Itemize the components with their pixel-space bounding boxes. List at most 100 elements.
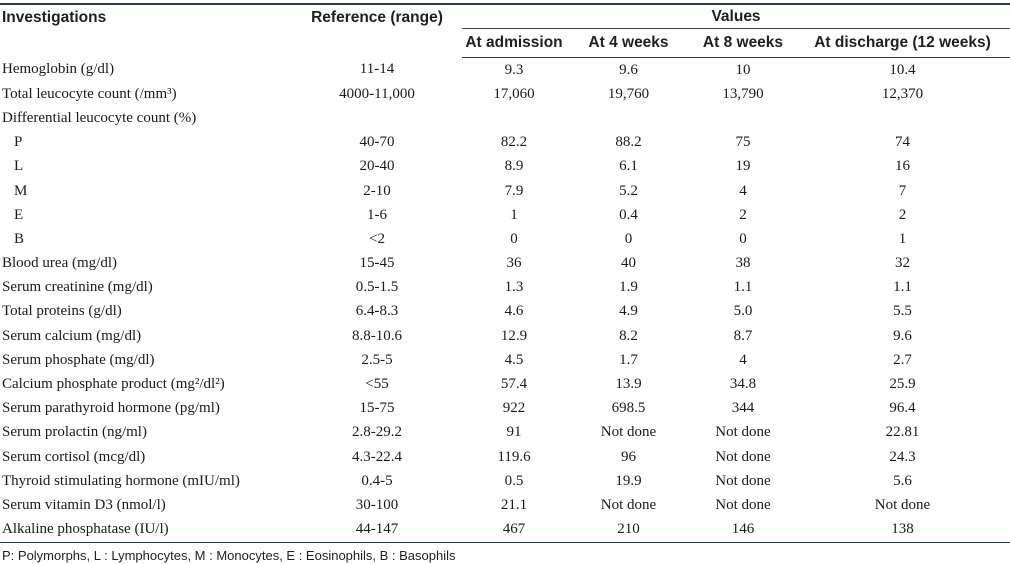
value-discharge: 2.7 — [893, 351, 912, 368]
col-header-admission: At admission — [462, 28, 566, 58]
table-row: L 20-40 8.9 6.1 19 16 — [0, 155, 1010, 179]
table-row: Total proteins (g/dl) 6.4-8.3 4.6 4.9 5.0 5.5 — [0, 300, 1010, 324]
header-row-2: At admission At 4 weeks At 8 weeks At di… — [0, 28, 1010, 58]
investigation-name: Blood urea (mg/dl) — [2, 255, 117, 272]
value-8-weeks: 0 — [739, 230, 747, 247]
abbreviation-footnote: P: Polymorphs, L : Lymphocytes, M : Mono… — [2, 548, 456, 563]
value-4-weeks: Not done — [600, 496, 657, 513]
table-top-rule — [0, 3, 1010, 5]
investigation-name: P — [14, 134, 23, 151]
table-row: Calcium phosphate product (mg²/dl²) <55 57… — [0, 372, 1010, 396]
value-4-weeks: 5.2 — [619, 182, 638, 199]
value-8-weeks: 4 — [739, 351, 747, 368]
reference-header: Reference (range) — [311, 9, 443, 26]
value-4-weeks: 698.5 — [611, 400, 646, 417]
value-8-weeks: 8.7 — [733, 327, 753, 344]
investigation-name: Thyroid stimulating hormone (mIU/ml) — [2, 472, 240, 489]
value-discharge: 5.5 — [893, 303, 912, 320]
investigation-name: Alkaline phosphatase (IU/l) — [0, 517, 292, 543]
reference-range: 4.3-22.4 — [352, 448, 402, 465]
reference-range: 8.8-10.6 — [352, 327, 402, 344]
value-4-weeks: 210 — [566, 517, 691, 543]
reference-range: <2 — [369, 230, 385, 247]
value-8-weeks: 146 — [691, 517, 795, 543]
lab-investigations-table: Investigations Reference (range) Values … — [0, 6, 1010, 543]
table-row: Serum creatinine (mg/dl) 0.5-1.5 1.3 1.9 1.1… — [0, 276, 1010, 300]
value-discharge: 2 — [898, 206, 907, 223]
investigation-name: Serum prolactin (ng/ml) — [2, 424, 147, 441]
table-row: Differential leucocyte count (%) — [0, 106, 1010, 130]
value-discharge: 1.1 — [893, 279, 912, 296]
value-admission: 36 — [506, 255, 522, 272]
value-8-weeks: 13,790 — [722, 85, 764, 102]
value-admission: 17,060 — [493, 85, 535, 102]
value-admission: 0.5 — [504, 472, 524, 489]
reference-range: 4000-11,000 — [339, 85, 415, 102]
value-4-weeks: 4.9 — [619, 303, 638, 320]
value-admission: 1.3 — [504, 279, 524, 296]
investigation-name: Total proteins (g/dl) — [2, 303, 122, 320]
value-4-weeks: 6.1 — [619, 158, 638, 175]
value-admission: 9.3 — [504, 61, 524, 78]
table-row: Serum prolactin (ng/ml) 2.8-29.2 91 Not don… — [0, 421, 1010, 445]
value-discharge: Not done — [874, 496, 931, 513]
reference-range: 30-100 — [355, 496, 399, 513]
value-4-weeks: 19.9 — [615, 472, 642, 489]
value-8-weeks: 344 — [731, 400, 755, 417]
table-row: M 2-10 7.9 5.2 4 7 — [0, 179, 1010, 203]
value-discharge: 25.9 — [889, 376, 916, 393]
value-8-weeks: 38 — [735, 255, 751, 272]
value-8-weeks: 34.8 — [729, 376, 757, 393]
value-admission: 119.6 — [497, 448, 531, 465]
value-admission: 12.9 — [500, 327, 528, 344]
value-8-weeks: 75 — [735, 134, 751, 151]
value-discharge: 74 — [895, 134, 910, 151]
value-4-weeks: 40 — [621, 255, 636, 272]
reference-range: 20-40 — [359, 158, 395, 175]
reference-range: 2-10 — [363, 182, 391, 199]
value-admission: 82.2 — [500, 134, 528, 151]
value-admission: 922 — [502, 400, 526, 417]
reference-range — [292, 106, 462, 130]
value-discharge: 138 — [795, 517, 1010, 543]
table-row: Blood urea (mg/dl) 15-45 36 40 38 32 — [0, 252, 1010, 276]
value-8-weeks: Not done — [715, 448, 771, 465]
value-4-weeks: 1.7 — [619, 351, 638, 368]
reference-range: 40-70 — [359, 134, 395, 151]
value-admission: 0 — [510, 230, 518, 247]
investigation-name: Calcium phosphate product (mg²/dl²) — [2, 376, 225, 393]
investigation-name: E — [14, 206, 24, 223]
value-admission: 7.9 — [504, 182, 524, 199]
value-discharge: 9.6 — [893, 327, 912, 344]
value-admission: 57.4 — [500, 376, 528, 393]
table-row: E 1-6 1 0.4 2 2 — [0, 203, 1010, 227]
reference-range: 6.4-8.3 — [355, 303, 399, 320]
reference-range: <55 — [365, 376, 389, 393]
value-discharge: 32 — [895, 255, 910, 272]
reference-range: 2.8-29.2 — [352, 424, 402, 441]
investigation-name: Serum creatinine (mg/dl) — [2, 279, 153, 296]
value-4-weeks: 13.9 — [615, 376, 642, 393]
value-4-weeks: 1.9 — [619, 279, 638, 296]
investigations-header: Investigations — [2, 9, 107, 26]
investigation-name: M — [14, 182, 28, 199]
reference-range: 2.5-5 — [361, 351, 393, 368]
value-discharge: 10.4 — [889, 61, 916, 78]
value-8-weeks: 19 — [735, 158, 751, 175]
value-discharge: 24.3 — [889, 448, 916, 465]
value-admission: 8.9 — [504, 158, 524, 175]
table-row: Hemoglobin (g/dl) 11-14 9.3 9.6 10 10.4 — [0, 58, 1010, 83]
table-row: Total leucocyte count (/mm³) 4000-11,000 1… — [0, 82, 1010, 106]
header-row-1: Investigations Reference (range) Values — [0, 6, 1010, 29]
value-admission: 21.1 — [500, 496, 528, 513]
value-4-weeks: 9.6 — [619, 61, 638, 78]
value-8-weeks — [691, 106, 795, 130]
investigation-name: Serum vitamin D3 (nmol/l) — [2, 496, 166, 513]
value-4-weeks: 96 — [621, 448, 636, 465]
value-admission: 1 — [510, 206, 518, 223]
value-4-weeks: 0 — [624, 230, 633, 247]
table-row: P 40-70 82.2 88.2 75 74 — [0, 131, 1010, 155]
investigation-name: Serum cortisol (mcg/dl) — [2, 448, 146, 465]
value-discharge: 1 — [898, 230, 907, 247]
value-8-weeks: 1.1 — [733, 279, 753, 296]
